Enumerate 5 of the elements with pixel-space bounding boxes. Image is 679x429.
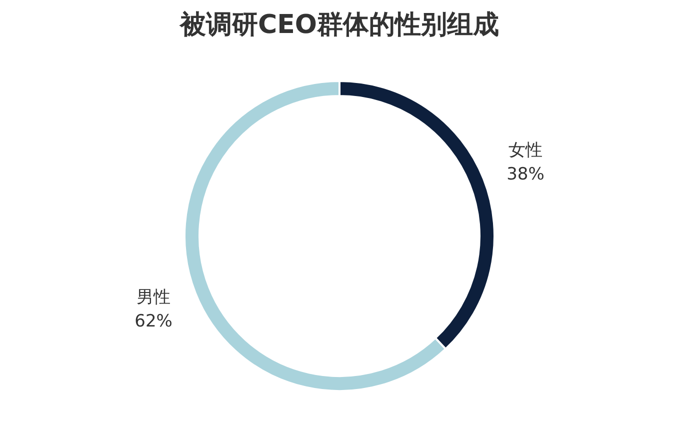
data-label: 38% <box>506 164 544 184</box>
data-label: 62% <box>134 312 172 332</box>
slice-label: 女性 <box>508 140 542 160</box>
chart-title: 被调研CEO群体的性别组成 <box>179 10 499 40</box>
slice-label: 男性 <box>136 288 171 308</box>
